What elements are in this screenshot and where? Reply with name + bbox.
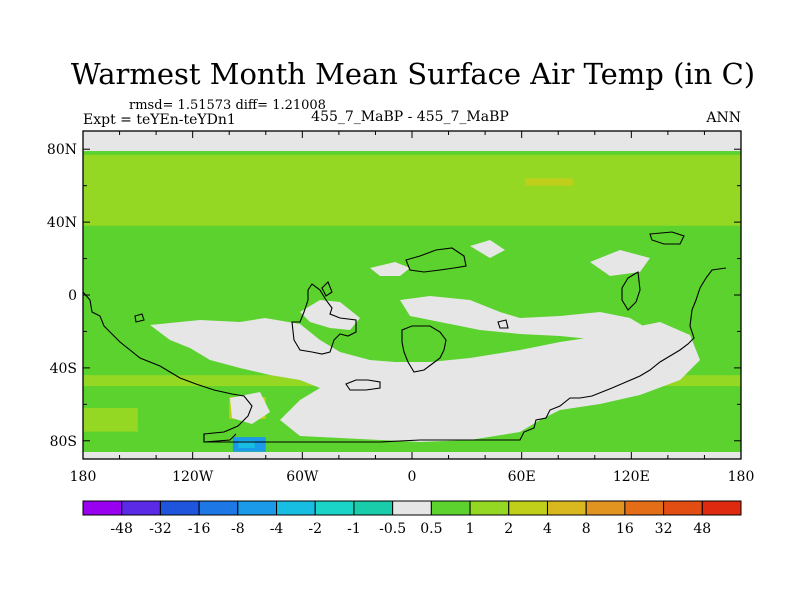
colorbar-swatch-12: [546, 500, 587, 516]
x-tick-label-1: 120W: [172, 469, 214, 485]
field-region-1: [83, 154, 741, 226]
colorbar-swatch-9: [430, 500, 471, 516]
y-tick-label-2: 0: [68, 288, 77, 304]
near-zero-difference-regions: [83, 240, 741, 459]
season-label: ANN: [705, 110, 741, 126]
x-tick-label-2: 60W: [286, 469, 319, 485]
coastline-island-7: [497, 319, 509, 329]
colorbar-swatch-14: [624, 500, 665, 516]
colorbar-label-5: -2: [308, 521, 322, 537]
y-axis: 80N 40N 0 40S 80S: [47, 142, 741, 450]
field-region-4: [525, 178, 573, 186]
region-patch: [590, 250, 650, 276]
colorbar: -48 -32 -16 -8 -4 -2 -1 -0.5 0.5 1 2 4 8 16 32 48: [82, 500, 742, 537]
colorbar-swatch-4: [237, 500, 278, 516]
coastline-antarctica: [203, 267, 727, 443]
chart-title: Warmest Month Mean Surface Air Temp (in …: [71, 57, 755, 91]
x-tick-label-4: 60E: [508, 469, 536, 485]
region-patch: [470, 240, 505, 258]
coastline-island-2: [405, 247, 467, 273]
field-region-6: [83, 407, 138, 432]
colorbar-label-3: -8: [231, 521, 245, 537]
colorbar-label-7: -0.5: [379, 521, 406, 537]
colorbar-swatch-7: [353, 500, 394, 516]
coastline-island-1: [345, 379, 381, 391]
coastline-south-america: [83, 291, 253, 443]
field-region-3: [83, 131, 741, 152]
colorbar-label-12: 8: [582, 521, 591, 537]
region-patch: [400, 296, 650, 340]
x-tick-label-3: 0: [408, 469, 417, 485]
experiment-label: Expt = teYEn-teYDn1: [83, 112, 236, 128]
colorbar-swatch-15: [663, 500, 703, 516]
y-tick-label-1: 40N: [47, 215, 77, 231]
region-patch: [230, 392, 270, 424]
colorbar-swatch-16: [701, 500, 742, 516]
coastline-island-4: [649, 231, 685, 245]
region-patch: [370, 262, 410, 276]
region-patch: [415, 374, 500, 402]
colorbar-swatch-6: [314, 500, 355, 516]
colorbar-label-10: 2: [504, 521, 513, 537]
y-tick-label-3: 40S: [50, 361, 77, 377]
colorbar-swatch-13: [585, 500, 626, 516]
region-patch: [600, 350, 680, 380]
field-region-9: [238, 440, 255, 449]
region-patch: [300, 300, 360, 330]
colorbar-label-14: 32: [655, 521, 673, 537]
coastline-island-5: [321, 281, 333, 297]
y-tick-label-4: 80S: [50, 434, 77, 450]
coastline-central: [291, 283, 357, 355]
x-tick-label-0: 180: [70, 469, 97, 485]
center-label: 455_7_MaBP - 455_7_MaBP: [311, 109, 509, 125]
coastline-africa: [401, 325, 447, 373]
colorbar-swatch-11: [508, 500, 548, 516]
y-tick-label-0: 80N: [47, 142, 77, 158]
colorbar-swatch-10: [469, 500, 510, 516]
coastline-island-3: [621, 271, 641, 311]
colorbar-label-1: -32: [149, 521, 172, 537]
field-region-2: [83, 151, 741, 155]
colorbar-swatch-2: [159, 500, 200, 516]
colorbar-swatch-1: [121, 500, 161, 516]
colorbar-label-0: -48: [110, 521, 133, 537]
colorbar-swatch-5: [276, 500, 316, 516]
colorbar-swatch-8: [392, 500, 432, 516]
colorbar-label-15: 48: [693, 521, 711, 537]
colorbar-label-4: -4: [270, 521, 284, 537]
x-tick-label-6: 180: [728, 469, 755, 485]
colorbar-label-9: 1: [466, 521, 475, 537]
x-axis: 180 120W 60W 0 60E 120E 180: [70, 131, 755, 485]
colorbar-label-11: 4: [543, 521, 552, 537]
coastline-island-6: [134, 313, 145, 323]
colorbar-swatch-3: [198, 500, 239, 516]
stats-line: rmsd= 1.51573 diff= 1.21008: [129, 98, 326, 113]
x-tick-label-5: 120E: [613, 469, 650, 485]
colorbar-label-2: -16: [188, 521, 211, 537]
colorbar-label-6: -1: [347, 521, 361, 537]
colorbar-label-8: 0.5: [420, 521, 442, 537]
coastlines: [83, 231, 727, 443]
colorbar-label-13: 16: [616, 521, 634, 537]
colorbar-swatch-0: [82, 500, 123, 516]
